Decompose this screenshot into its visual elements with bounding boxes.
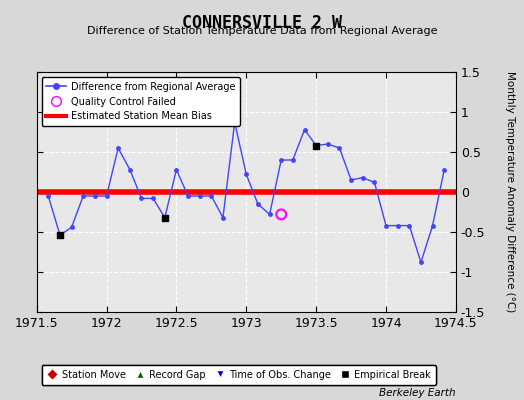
Point <box>277 211 286 218</box>
Point <box>56 232 64 238</box>
Text: Berkeley Earth: Berkeley Earth <box>379 388 456 398</box>
Text: CONNERSVILLE 2 W: CONNERSVILLE 2 W <box>182 14 342 32</box>
Y-axis label: Monthly Temperature Anomaly Difference (°C): Monthly Temperature Anomaly Difference (… <box>505 71 515 313</box>
Legend: Station Move, Record Gap, Time of Obs. Change, Empirical Break: Station Move, Record Gap, Time of Obs. C… <box>41 365 436 384</box>
Point <box>312 142 320 149</box>
Point <box>161 214 169 221</box>
Text: Difference of Station Temperature Data from Regional Average: Difference of Station Temperature Data f… <box>87 26 437 36</box>
